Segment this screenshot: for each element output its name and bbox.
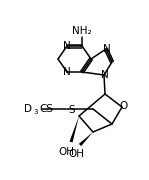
Text: OH: OH <box>68 149 84 159</box>
Text: OH: OH <box>58 147 74 157</box>
Text: N: N <box>103 44 111 54</box>
Text: S: S <box>69 105 75 115</box>
Text: N: N <box>101 70 109 80</box>
Text: NH₂: NH₂ <box>72 26 92 36</box>
Text: D: D <box>24 104 32 114</box>
Text: O: O <box>119 101 127 111</box>
Polygon shape <box>69 116 79 143</box>
Text: CS: CS <box>39 104 53 114</box>
Text: N: N <box>63 41 71 51</box>
Polygon shape <box>79 132 93 146</box>
Text: 3: 3 <box>33 109 38 115</box>
Text: N: N <box>63 67 71 77</box>
